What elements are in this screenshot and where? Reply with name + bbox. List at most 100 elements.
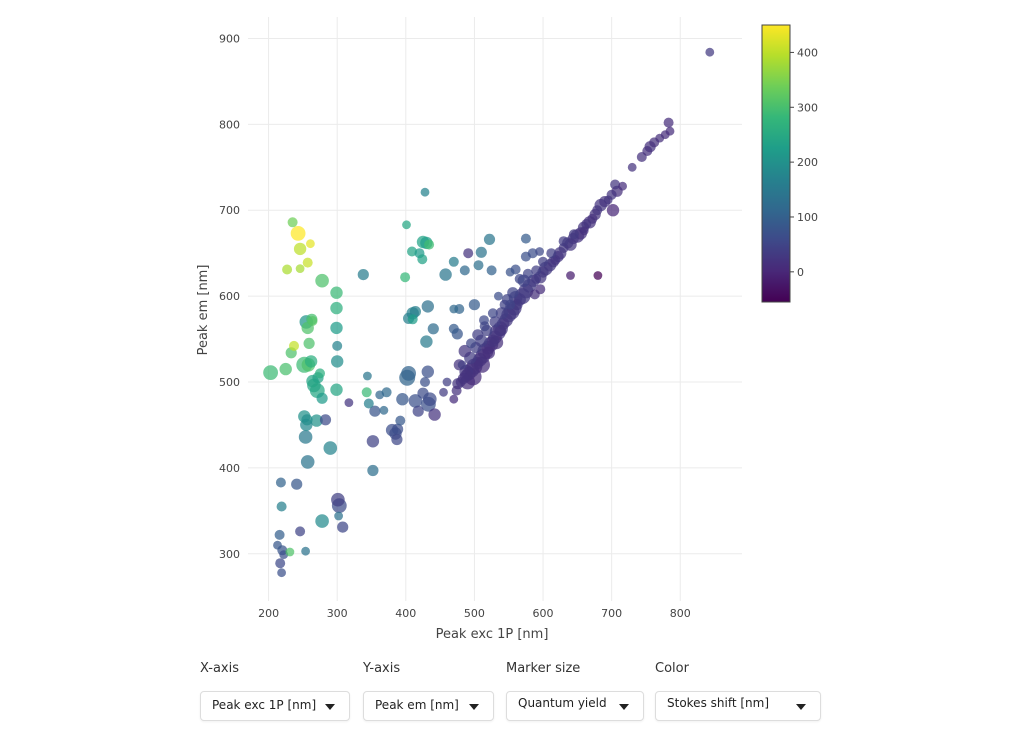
scatter-point[interactable] — [483, 233, 496, 245]
scatter-point[interactable] — [448, 256, 459, 267]
scatter-point[interactable] — [494, 291, 503, 301]
scatter-point[interactable] — [457, 360, 467, 370]
scatter-point[interactable] — [282, 264, 293, 275]
scatter-point[interactable] — [636, 152, 647, 162]
scatter-point[interactable] — [295, 526, 306, 537]
scatter-point[interactable] — [290, 226, 306, 241]
scatter-point[interactable] — [606, 204, 620, 217]
scatter-point[interactable] — [458, 344, 471, 358]
scatter-point[interactable] — [319, 414, 332, 426]
scatter-point[interactable] — [275, 477, 286, 488]
scatter-point[interactable] — [400, 272, 411, 283]
scatter-point[interactable] — [407, 314, 418, 325]
scatter-point[interactable] — [402, 220, 411, 230]
scatter-point[interactable] — [337, 521, 349, 533]
scatter-point[interactable] — [531, 273, 542, 284]
scatter-point[interactable] — [334, 511, 343, 521]
scatter-point[interactable] — [610, 179, 621, 190]
scatter-point[interactable] — [407, 246, 417, 257]
y-axis-select[interactable]: Peak em [nm] — [363, 691, 494, 721]
scatter-point[interactable] — [655, 133, 665, 143]
scatter-point[interactable] — [301, 414, 313, 426]
scatter-point[interactable] — [420, 187, 430, 197]
scatter-point[interactable] — [472, 329, 484, 341]
scatter-point[interactable] — [293, 242, 307, 256]
scatter-point[interactable] — [420, 335, 433, 348]
scatter-point[interactable] — [316, 392, 328, 404]
scatter-point[interactable] — [566, 271, 575, 280]
marker-size-select[interactable]: Quantum yield — [506, 691, 644, 721]
scatter-point[interactable] — [331, 355, 344, 368]
scatter-point[interactable] — [391, 433, 403, 446]
scatter-point[interactable] — [507, 287, 519, 299]
scatter-point[interactable] — [381, 387, 392, 398]
scatter-point[interactable] — [603, 195, 613, 205]
scatter-point[interactable] — [315, 514, 329, 528]
scatter-point[interactable] — [529, 289, 540, 300]
scatter-point[interactable] — [275, 558, 286, 569]
scatter-point[interactable] — [301, 546, 310, 556]
scatter-point[interactable] — [451, 385, 462, 396]
scatter-point[interactable] — [468, 299, 480, 311]
scatter-point[interactable] — [417, 254, 428, 265]
scatter-point[interactable] — [486, 334, 500, 347]
scatter-point[interactable] — [439, 268, 452, 281]
scatter-point[interactable] — [439, 387, 448, 397]
scatter-point[interactable] — [424, 239, 435, 250]
scatter-point[interactable] — [420, 377, 430, 387]
scatter-point[interactable] — [475, 246, 487, 258]
scatter-point[interactable] — [417, 387, 429, 399]
scatter-point[interactable] — [363, 398, 374, 409]
scatter-point[interactable] — [274, 529, 285, 540]
scatter-point[interactable] — [279, 362, 292, 376]
scatter-point[interactable] — [486, 265, 497, 276]
scatter-point[interactable] — [366, 435, 380, 448]
scatter-point[interactable] — [379, 405, 389, 415]
scatter-point[interactable] — [291, 478, 303, 490]
scatter-point[interactable] — [310, 414, 323, 427]
scatter-point[interactable] — [408, 394, 423, 408]
scatter-point[interactable] — [323, 441, 338, 455]
scatter-point[interactable] — [303, 337, 315, 349]
scatter-point[interactable] — [315, 368, 325, 379]
scatter-point[interactable] — [395, 415, 406, 426]
scatter-point[interactable] — [459, 265, 470, 276]
scatter-point[interactable] — [538, 256, 548, 267]
scatter-point[interactable] — [289, 340, 299, 351]
scatter-point[interactable] — [369, 405, 381, 417]
scatter-point[interactable] — [392, 423, 404, 435]
scatter-point[interactable] — [514, 273, 525, 284]
scatter-point[interactable] — [592, 205, 603, 216]
scatter-point[interactable] — [285, 547, 295, 557]
scatter-point[interactable] — [307, 316, 318, 326]
x-axis-select[interactable]: Peak exc 1P [nm] — [200, 691, 350, 721]
scatter-point[interactable] — [531, 265, 542, 276]
scatter-point[interactable] — [505, 299, 516, 310]
scatter-point[interactable] — [479, 321, 490, 332]
scatter-point[interactable] — [277, 568, 286, 578]
scatter-point[interactable] — [306, 239, 315, 249]
scatter-point[interactable] — [663, 117, 674, 128]
scatter-point[interactable] — [330, 286, 343, 299]
scatter-point[interactable] — [494, 324, 507, 337]
scatter-point[interactable] — [396, 393, 409, 406]
scatter-point[interactable] — [466, 338, 476, 349]
scatter-point[interactable] — [344, 398, 354, 407]
scatter-point[interactable] — [463, 248, 474, 259]
scatter-point[interactable] — [315, 273, 329, 288]
scatter-point[interactable] — [367, 464, 379, 477]
scatter-point[interactable] — [421, 300, 434, 313]
scatter-point[interactable] — [558, 236, 569, 247]
scatter-point[interactable] — [449, 394, 459, 404]
scatter-point[interactable] — [527, 248, 538, 259]
scatter-point[interactable] — [287, 217, 298, 228]
scatter-point[interactable] — [273, 540, 282, 550]
scatter-point[interactable] — [489, 316, 501, 328]
scatter-point[interactable] — [330, 383, 343, 396]
scatter-point[interactable] — [520, 233, 531, 244]
scatter-point[interactable] — [455, 377, 466, 387]
scatter-point[interactable] — [330, 321, 343, 335]
scatter-point[interactable] — [442, 377, 452, 387]
scatter-point[interactable] — [300, 455, 315, 469]
scatter-point[interactable] — [705, 47, 715, 57]
